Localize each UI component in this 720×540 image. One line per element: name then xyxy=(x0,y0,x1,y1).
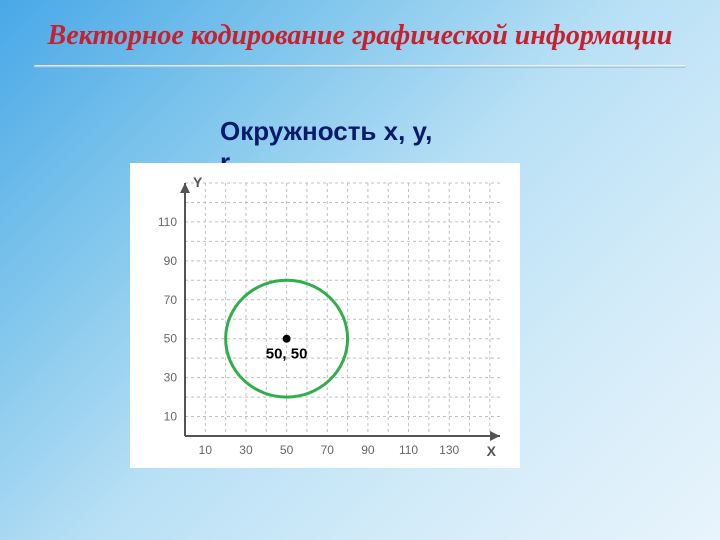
x-tick-label: 30 xyxy=(239,443,253,457)
center-point-label: 50, 50 xyxy=(266,346,308,363)
x-tick-label: 130 xyxy=(439,443,459,457)
page-title: Векторное кодирование графической информ… xyxy=(0,0,720,61)
y-tick-label: 30 xyxy=(164,371,178,385)
x-tick-label: 10 xyxy=(199,443,213,457)
x-tick-label: 50 xyxy=(280,443,294,457)
x-axis-label: X xyxy=(487,443,497,459)
y-tick-label: 10 xyxy=(164,410,178,424)
x-tick-label: 110 xyxy=(399,443,418,457)
y-tick-label: 110 xyxy=(158,215,177,229)
title-underline xyxy=(34,65,686,68)
chart-container: X Y 10 30 50 70 90 110 130 10 30 50 70 90 110 50, 50 xyxy=(130,163,520,468)
y-tick-label: 50 xyxy=(164,332,178,346)
y-axis-label: Y xyxy=(193,174,203,190)
x-tick-label: 70 xyxy=(321,443,335,457)
coordinate-chart: X Y 10 30 50 70 90 110 130 10 30 50 70 90 110 50, 50 xyxy=(130,163,520,468)
y-tick-label: 90 xyxy=(164,254,178,268)
center-point xyxy=(283,335,291,343)
x-tick-label: 90 xyxy=(361,443,375,457)
y-tick-label: 70 xyxy=(164,293,178,307)
